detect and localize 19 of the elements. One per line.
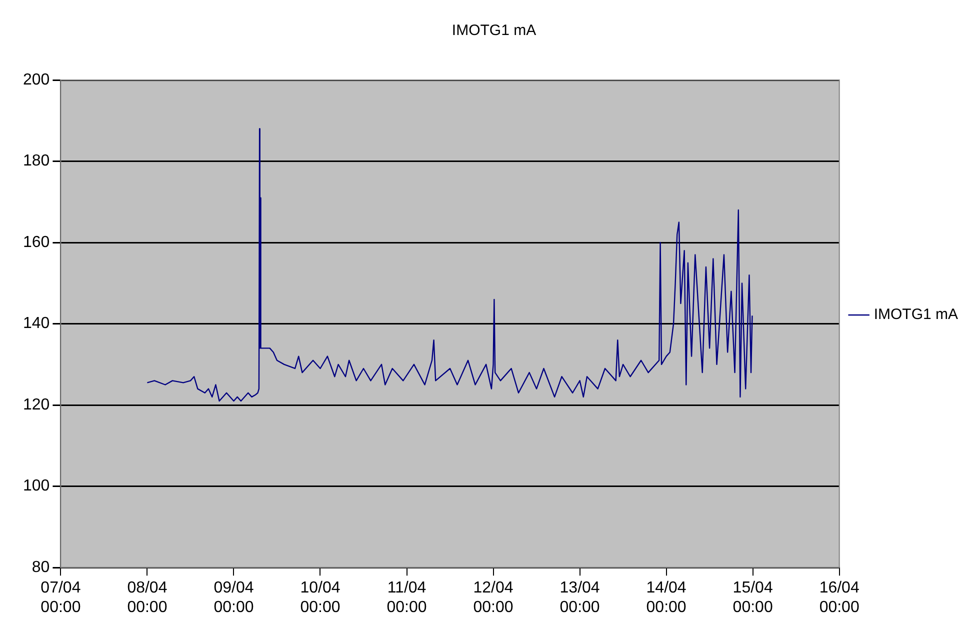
- y-tick-label: 120: [22, 396, 50, 414]
- legend-label: IMOTG1 mA: [874, 306, 958, 324]
- x-tick-label: 15/04 00:00: [732, 580, 773, 616]
- x-tick-label: 09/04 00:00: [214, 580, 254, 616]
- x-tick-label: 07/04 00:00: [40, 580, 81, 616]
- y-tick-label: 200: [22, 71, 50, 88]
- x-tick-label: 08/04 00:00: [127, 580, 168, 616]
- y-tick-label: 140: [22, 315, 50, 332]
- x-tick-label: 14/04 00:00: [646, 580, 686, 616]
- x-tick-label: 16/04 00:00: [819, 580, 860, 616]
- y-tick-label: 180: [22, 152, 50, 170]
- x-tick-label: 13/04 00:00: [560, 580, 600, 616]
- y-tick-label: 80: [32, 559, 50, 576]
- x-tick-label: 11/04 00:00: [386, 580, 427, 616]
- x-tick-label: 10/04 00:00: [300, 580, 340, 616]
- y-tick-label: 100: [22, 478, 50, 495]
- y-tick-label: 160: [22, 234, 50, 251]
- chart-title: IMOTG1 mA: [452, 22, 536, 40]
- x-tick-label: 12/04 00:00: [473, 580, 514, 616]
